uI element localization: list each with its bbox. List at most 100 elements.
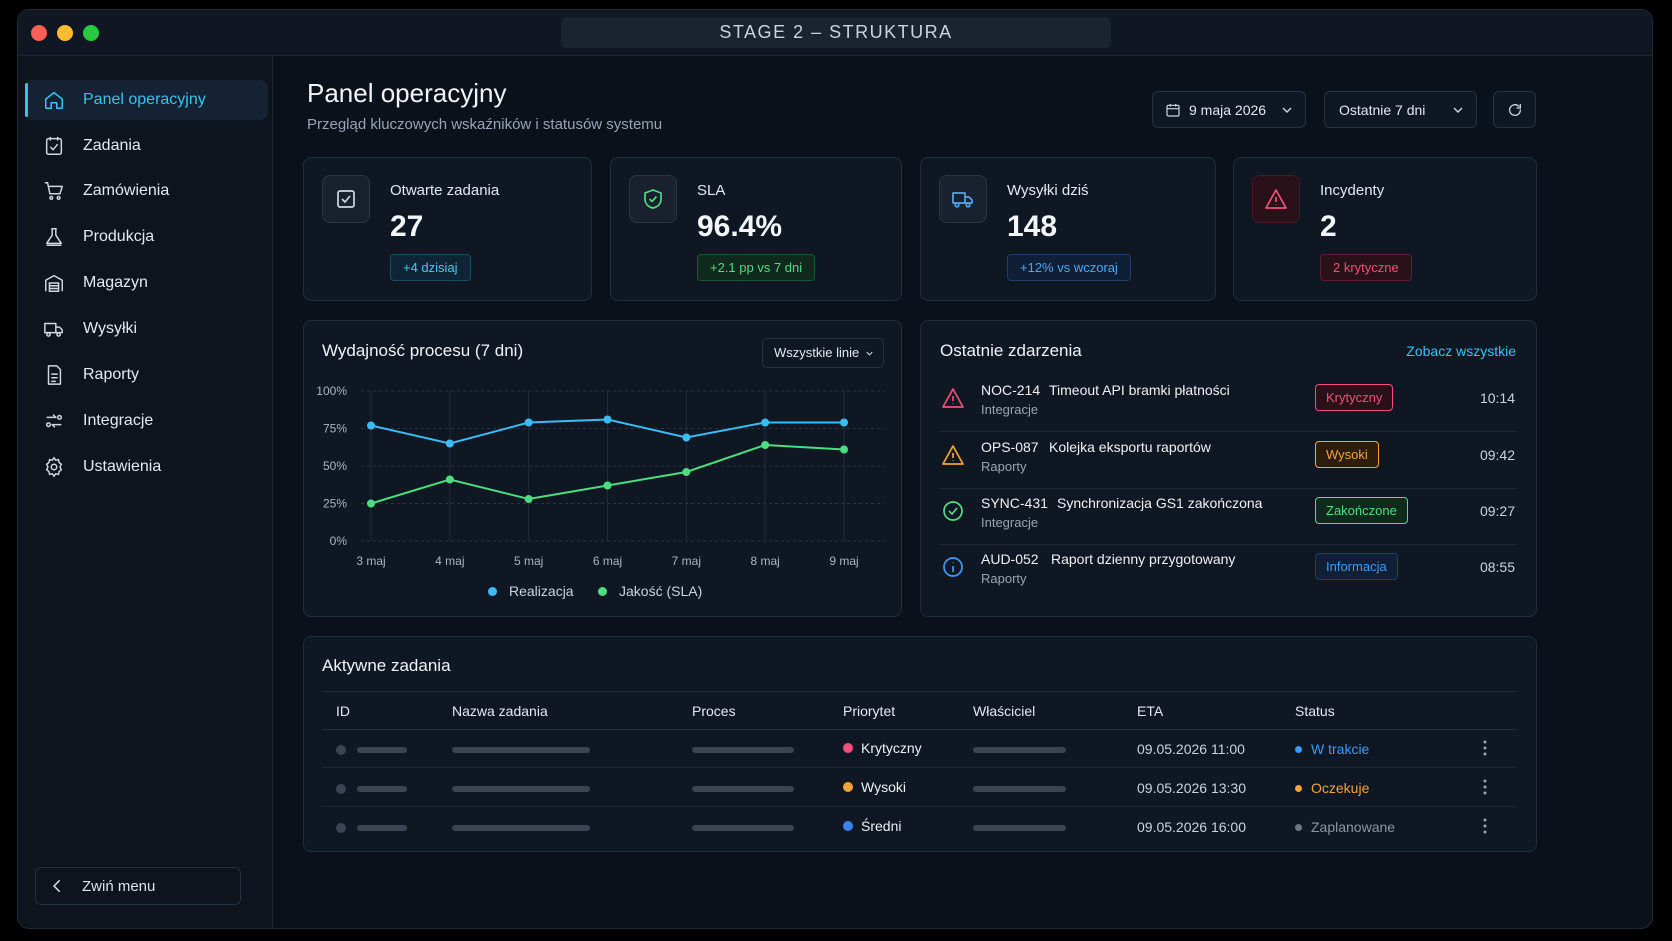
kpi-badge: +2.1 pp vs 7 dni [697, 254, 816, 281]
sidebar-item-label: Zadania [83, 137, 141, 154]
close-window-button[interactable] [31, 25, 47, 41]
date-picker[interactable]: 9 maja 2026 [1152, 91, 1306, 128]
truck-icon [44, 322, 63, 337]
lines-filter-select[interactable]: Wszystkie linie [762, 338, 884, 368]
status-label: W trakcie [1311, 741, 1370, 757]
event-row[interactable]: SYNC-431 Synchronizacja GS1 zakończona I… [939, 489, 1517, 545]
event-category: Raporty [981, 459, 1027, 474]
event-row[interactable]: AUD-052 Raport dzienny przygotowany Rapo… [939, 545, 1517, 601]
x-tick-label: 5 maj [514, 554, 543, 568]
column-header-eta[interactable]: ETA [1137, 703, 1164, 719]
process-placeholder [692, 825, 794, 831]
maximize-window-button[interactable] [83, 25, 99, 41]
column-header-owner[interactable]: Właściciel [973, 703, 1036, 719]
integration-icon [45, 414, 63, 428]
event-description: Timeout API bramki płatności [1049, 382, 1230, 398]
process-chart-panel: Wydajność procesu (7 dni) Wszystkie lini… [303, 320, 902, 617]
sidebar-item-zamowienia[interactable]: Zamówienia [25, 171, 268, 211]
name-placeholder [452, 747, 590, 753]
chart-title: Wydajność procesu (7 dni) [322, 341, 524, 360]
range-select[interactable]: Ostatnie 7 dni [1324, 91, 1477, 128]
status-dot [1295, 745, 1302, 753]
page-subtitle: Przegląd kluczowych wskaźników i statusó… [307, 116, 663, 133]
kpi-label: Otwarte zadania [390, 182, 500, 199]
kpi-card-shipments: Wysyłki dziś 148 +12% vs wczoraj [920, 157, 1216, 301]
sidebar-item-magazyn[interactable]: Magazyn [25, 263, 268, 303]
sidebar-item-raporty[interactable]: Raporty [25, 355, 268, 395]
x-tick-label: 4 maj [435, 554, 464, 568]
data-point-realizacja [761, 418, 770, 427]
table-row[interactable]: Wysoki 09.05.2026 13:30 Oczekuje [322, 769, 1516, 807]
column-header-id[interactable]: ID [336, 703, 350, 719]
column-header-process[interactable]: Proces [692, 703, 736, 719]
data-point-realizacja [524, 418, 533, 427]
truck-icon [952, 192, 973, 208]
x-tick-label: 7 maj [672, 554, 701, 568]
more-options-icon[interactable] [1482, 777, 1488, 797]
kpi-icon-box [939, 175, 987, 223]
date-value: 9 maja 2026 [1189, 101, 1267, 118]
chevron-down-icon [866, 351, 873, 356]
gear-icon [45, 456, 63, 478]
process-placeholder [692, 786, 794, 792]
sidebar-item-produkcja[interactable]: Produkcja [25, 217, 268, 257]
kpi-badge: +4 dzisiaj [390, 254, 471, 281]
table-row[interactable]: Krytyczny 09.05.2026 11:00 W trakcie [322, 730, 1516, 768]
event-id: AUD-052 [981, 551, 1039, 567]
y-tick-label: 0% [330, 534, 348, 548]
kpi-label: SLA [697, 182, 726, 199]
legend-item-jakosc: Jakość (SLA) [598, 583, 702, 599]
id-placeholder [357, 786, 407, 792]
eta-cell: 09.05.2026 13:30 [1137, 780, 1246, 796]
sidebar-item-label: Produkcja [83, 228, 155, 245]
y-tick-label: 100% [316, 384, 347, 398]
data-point-jako-sla [524, 495, 533, 503]
status-cell: W trakcie [1295, 741, 1369, 757]
row-placeholder-dot [336, 784, 346, 794]
event-row[interactable]: NOC-214 Timeout API bramki płatności Int… [939, 376, 1517, 432]
sidebar-item-wysylki[interactable]: Wysyłki [25, 309, 268, 349]
warning-icon [1265, 189, 1287, 209]
column-header-priority[interactable]: Priorytet [843, 703, 896, 719]
id-placeholder [357, 747, 407, 753]
priority-label: Wysoki [861, 779, 906, 795]
sidebar-item-label: Zamówienia [83, 182, 170, 199]
active-tasks-panel: Aktywne zadania ID Nazwa zadania Proces … [303, 636, 1537, 852]
task-check-icon [337, 190, 355, 208]
sidebar-item-ustawienia[interactable]: Ustawienia [25, 447, 268, 487]
title-bar: STAGE 2 – STRUKTURA [18, 10, 1652, 56]
event-category: Integracje [981, 515, 1039, 530]
data-point-jako-sla [840, 445, 848, 454]
table-row[interactable]: Średni 09.05.2026 16:00 Zaplanowane [322, 808, 1516, 846]
kpi-badge: 2 krytyczne [1320, 254, 1412, 281]
priority-cell: Wysoki [843, 779, 906, 795]
sidebar-item-zadania[interactable]: Zadania [25, 126, 268, 166]
x-tick-label: 9 maj [829, 554, 858, 568]
column-header-status[interactable]: Status [1295, 703, 1335, 719]
event-category: Integracje [981, 402, 1039, 417]
sidebar-item-integracje[interactable]: Integracje [25, 401, 268, 441]
refresh-button[interactable] [1493, 91, 1536, 128]
app-window: STAGE 2 – STRUKTURA Panel operacyjny Zad… [17, 9, 1653, 929]
status-label: Zaplanowane [1311, 819, 1396, 835]
y-tick-label: 25% [323, 497, 347, 511]
recent-events-panel: Ostatnie zdarzenia Zobacz wszystkie NOC-… [920, 320, 1537, 617]
column-header-name[interactable]: Nazwa zadania [452, 703, 548, 719]
data-point-realizacja [445, 439, 454, 448]
kpi-value: 148 [1007, 210, 1058, 243]
event-row[interactable]: OPS-087 Kolejka eksportu raportów Raport… [939, 433, 1517, 489]
more-options-icon[interactable] [1482, 816, 1488, 836]
event-time: 08:55 [1479, 559, 1515, 575]
event-severity-badge: Informacja [1315, 553, 1398, 580]
name-placeholder [452, 786, 590, 792]
see-all-link[interactable]: Zobacz wszystkie [1406, 343, 1516, 359]
kpi-icon-box [1252, 175, 1300, 223]
collapse-menu-label: Zwiń menu [82, 877, 156, 895]
sidebar-item-panel-operacyjny[interactable]: Panel operacyjny [25, 80, 268, 120]
minimize-window-button[interactable] [57, 25, 73, 41]
kpi-value: 2 [1320, 210, 1337, 243]
sidebar-item-label: Integracje [83, 412, 154, 429]
event-id: NOC-214 [981, 382, 1041, 398]
more-options-icon[interactable] [1482, 738, 1488, 758]
collapse-menu-button[interactable]: Zwiń menu [35, 867, 241, 905]
